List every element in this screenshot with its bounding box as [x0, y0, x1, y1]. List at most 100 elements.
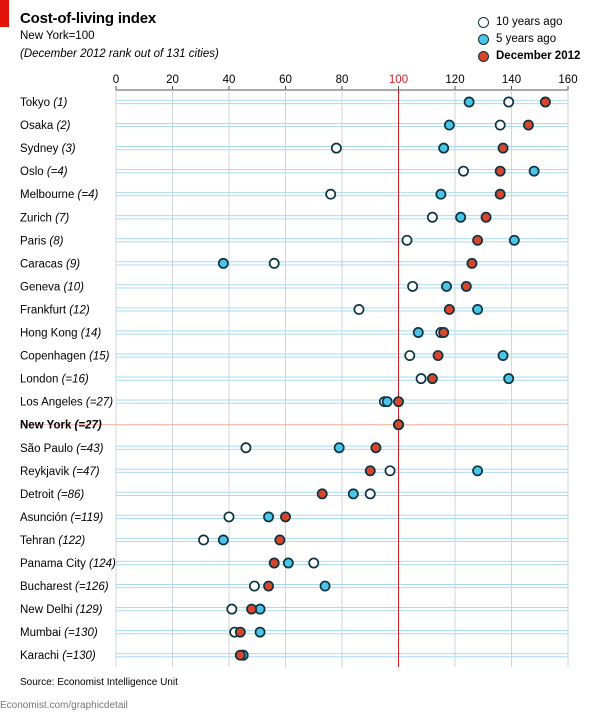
legend-item-five-years: 5 years ago	[478, 31, 580, 48]
dot-ten-years-oslo	[458, 165, 469, 177]
city-name-s-o-paulo: São Paulo	[20, 443, 76, 455]
dot-five-years-detroit	[347, 488, 359, 500]
city-rank-copenhagen: (15)	[89, 351, 110, 363]
dot-dec-2012-caracas	[466, 257, 478, 269]
city-name-bucharest: Bucharest	[20, 581, 75, 593]
tick-label-120: 120	[445, 74, 464, 86]
dot-ten-years-reykjavik	[384, 465, 396, 477]
city-label-tehran: Tehran (122)	[20, 535, 85, 547]
dot-five-years-geneva	[441, 280, 452, 292]
dot-ten-years-zurich	[426, 211, 438, 223]
city-rank-panama-city: (124)	[89, 558, 116, 570]
legend-ten-years-marker	[478, 17, 489, 28]
dot-five-years-oslo	[528, 165, 540, 177]
dot-dec-2012-asunci-n	[280, 511, 291, 523]
dot-dec-2012-panama-city	[268, 557, 280, 569]
dot-five-years-caracas	[217, 257, 229, 269]
dot-five-years-melbourne	[435, 188, 447, 200]
city-rank-s-o-paulo: (=43)	[76, 443, 103, 455]
dot-ten-years-detroit	[364, 488, 376, 500]
city-label-mumbai: Mumbai (=130)	[20, 627, 98, 639]
dot-five-years-bucharest	[319, 580, 331, 592]
dot-dec-2012-oslo	[494, 165, 506, 177]
chart-subtitle: New York=100	[20, 30, 95, 42]
city-label-osaka: Osaka (2)	[20, 120, 71, 132]
dot-dec-2012-mumbai	[234, 626, 246, 638]
city-rank-frankfurt: (12)	[69, 304, 90, 316]
city-name-paris: Paris	[20, 235, 49, 247]
dot-dec-2012-paris	[472, 234, 484, 246]
city-label-london: London (=16)	[20, 374, 89, 386]
dot-dec-2012-s-o-paulo	[370, 442, 382, 454]
city-rank-new-york: (=27)	[75, 420, 102, 432]
brand-red-bar	[0, 0, 9, 27]
dot-five-years-copenhagen	[497, 350, 509, 361]
city-name-mumbai: Mumbai	[20, 627, 64, 639]
city-name-detroit: Detroit	[20, 489, 57, 501]
dot-ten-years-asunci-n	[223, 511, 235, 523]
city-name-reykjavik: Reykjavik	[20, 466, 72, 478]
city-rank-caracas: (9)	[66, 258, 80, 270]
city-label-oslo: Oslo (=4)	[20, 166, 68, 178]
legend-ten-years-label: 10 years ago	[496, 16, 563, 28]
city-rank-hong-kong: (14)	[81, 328, 102, 340]
dot-ten-years-melbourne	[325, 188, 337, 200]
dot-five-years-los-angeles	[381, 396, 393, 408]
city-label-detroit: Detroit (=86)	[20, 489, 84, 501]
city-label-paris: Paris (8)	[20, 235, 64, 247]
dot-ten-years-frankfurt	[353, 304, 365, 315]
city-name-new-delhi: New Delhi	[20, 604, 76, 616]
legend-dec-2012-label: December 2012	[496, 50, 581, 62]
tick-label-160: 160	[558, 74, 577, 86]
tick-label-60: 60	[279, 74, 292, 86]
city-name-geneva: Geneva	[20, 281, 63, 293]
city-name-new-york: New York	[20, 420, 75, 432]
tick-label-80: 80	[336, 74, 349, 86]
city-label-bucharest: Bucharest (=126)	[20, 581, 109, 593]
city-label-tokyo: Tokyo (1)	[20, 97, 67, 109]
dot-five-years-zurich	[455, 211, 467, 223]
dot-dec-2012-hong-kong	[438, 327, 450, 338]
dot-dec-2012-geneva	[460, 280, 472, 292]
dot-ten-years-sydney	[330, 142, 342, 154]
city-label-hong-kong: Hong Kong (14)	[20, 328, 101, 340]
dot-ten-years-london	[415, 373, 427, 385]
city-name-panama-city: Panama City	[20, 558, 89, 570]
city-name-frankfurt: Frankfurt	[20, 304, 69, 316]
dot-ten-years-s-o-paulo	[240, 442, 252, 454]
dot-ten-years-new-delhi	[226, 603, 238, 615]
dot-dec-2012-new-york	[393, 419, 404, 431]
legend-item-ten-years: 10 years ago	[478, 14, 580, 31]
dot-five-years-osaka	[443, 119, 455, 131]
dot-dec-2012-osaka	[523, 119, 534, 131]
city-label-asunci-n: Asunción (=119)	[20, 512, 103, 524]
city-name-karachi: Karachi	[20, 650, 62, 662]
tick-label-20: 20	[166, 74, 179, 86]
legend-five-years-label: 5 years ago	[496, 33, 557, 45]
dot-dec-2012-karachi	[234, 649, 246, 661]
city-rank-melbourne: (=4)	[78, 189, 99, 201]
city-name-copenhagen: Copenhagen	[20, 351, 89, 363]
dot-ten-years-bucharest	[248, 580, 260, 592]
dot-dec-2012-melbourne	[494, 188, 506, 200]
dot-five-years-mumbai	[254, 626, 266, 638]
dot-five-years-london	[503, 373, 515, 385]
city-rank-paris: (8)	[49, 235, 63, 247]
source-note: Source: Economist Intelligence Unit	[20, 677, 178, 688]
dot-ten-years-geneva	[407, 280, 419, 292]
dot-dec-2012-reykjavik	[364, 465, 376, 477]
dot-ten-years-osaka	[494, 119, 506, 131]
dot-dec-2012-london	[426, 373, 438, 385]
city-label-panama-city: Panama City (124)	[20, 558, 116, 570]
dot-ten-years-panama-city	[308, 557, 320, 569]
city-rank-reykjavik: (=47)	[72, 466, 99, 478]
city-name-los-angeles: Los Angeles	[20, 397, 86, 409]
tick-label-0: 0	[113, 74, 119, 86]
city-label-los-angeles: Los Angeles (=27)	[20, 397, 113, 409]
city-label-karachi: Karachi (=130)	[20, 650, 96, 662]
city-rank-karachi: (=130)	[62, 650, 96, 662]
dot-five-years-tehran	[217, 534, 229, 546]
dot-five-years-sydney	[438, 142, 450, 154]
city-rank-tehran: (122)	[58, 535, 85, 547]
city-name-tehran: Tehran	[20, 535, 58, 547]
